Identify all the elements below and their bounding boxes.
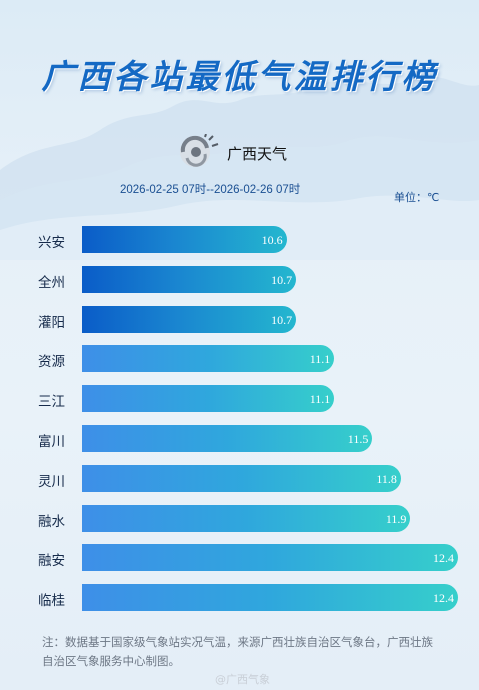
category-label: 全州 (38, 274, 65, 291)
category-label: 兴安 (38, 235, 65, 251)
category-label: 富川 (38, 434, 65, 450)
value-label: 10.6 (261, 233, 283, 247)
footnote: 注：数据基于国家级气象站实况气温，来源广西壮族自治区气象台，广西壮族自治区气象服… (42, 635, 433, 668)
value-label: 11.1 (309, 352, 331, 367)
value-label: 11.8 (376, 471, 397, 486)
chart-title: 广西各站最低气温排行榜 (41, 57, 438, 96)
weather-logo-icon (180, 134, 219, 167)
category-label: 资源 (38, 354, 65, 371)
category-label: 灌阳 (38, 314, 65, 331)
bar (82, 305, 297, 333)
value-label: 11.1 (309, 392, 331, 407)
bar (82, 226, 287, 253)
bar (82, 345, 335, 373)
value-label: 12.4 (433, 591, 454, 606)
value-label: 10.7 (271, 272, 293, 287)
unit-label: 单位：℃ (394, 191, 440, 204)
bar (82, 265, 297, 293)
category-label: 融安 (38, 553, 65, 570)
watermark: @广西气象 (215, 673, 270, 686)
bar (82, 385, 335, 413)
logo-text: 广西天气 (227, 145, 288, 163)
bar (82, 504, 411, 532)
category-label: 融水 (38, 513, 65, 530)
bar (82, 544, 458, 572)
category-label: 灵川 (38, 473, 65, 490)
category-label: 临桂 (38, 593, 65, 610)
bar (82, 425, 373, 452)
bar (82, 584, 458, 612)
bar (82, 464, 401, 492)
date-range: 2026-02-25 07时--2026-02-26 07时 (120, 184, 301, 196)
value-label: 10.7 (271, 312, 293, 327)
category-label: 三江 (38, 394, 65, 411)
guangxi-weather-logo: 广西天气 (175, 134, 295, 170)
value-label: 11.9 (385, 511, 407, 526)
value-label: 11.5 (347, 432, 369, 446)
value-label: 12.4 (433, 551, 454, 566)
